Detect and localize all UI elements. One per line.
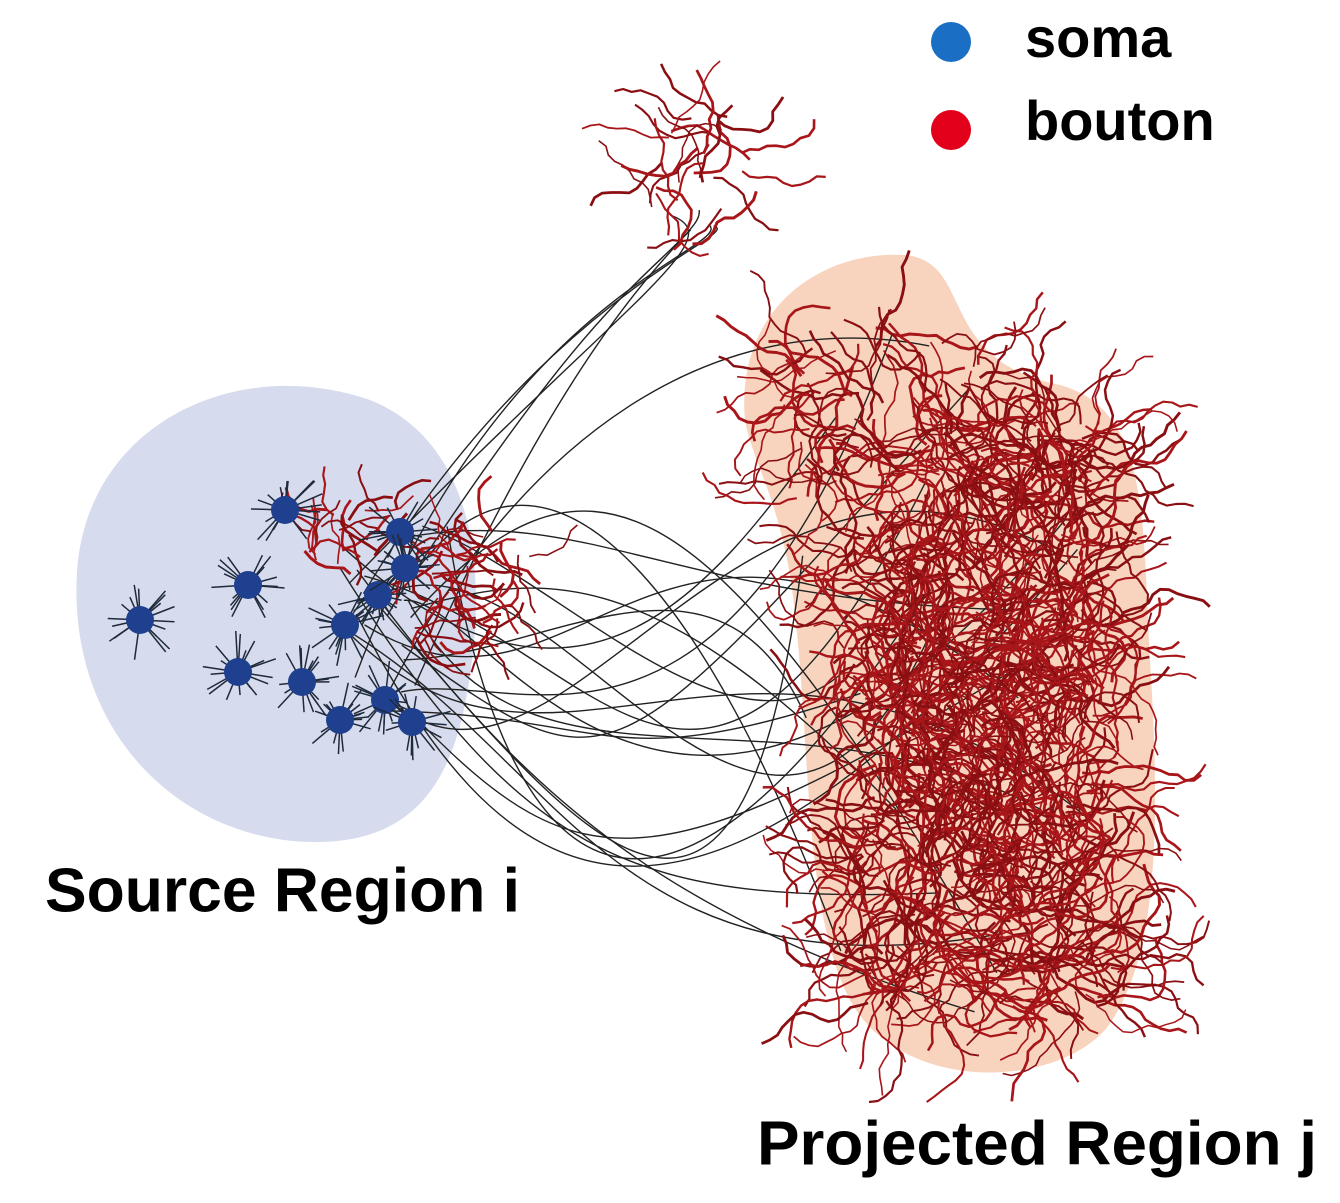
source-label: Source Region i [45, 856, 520, 925]
bouton-fiber [661, 64, 727, 117]
bouton-fiber [656, 193, 709, 256]
axon [422, 526, 839, 701]
soma [126, 606, 154, 634]
soma [371, 686, 399, 714]
soma [391, 554, 419, 582]
soma [234, 571, 262, 599]
bouton-fiber [713, 178, 778, 231]
soma [326, 706, 354, 734]
soma [271, 496, 299, 524]
bouton-fiber [742, 171, 826, 186]
legend-soma-label: soma [1025, 6, 1172, 69]
soma [288, 668, 316, 696]
bouton-fiber [762, 1003, 869, 1044]
legend-soma-dot [931, 22, 971, 62]
bouton-fiber [479, 476, 492, 531]
soma [224, 658, 252, 686]
legend-bouton-dot [931, 110, 971, 150]
soma [331, 611, 359, 639]
bouton-fiber [529, 525, 577, 557]
legend-bouton-label: bouton [1025, 89, 1215, 152]
bouton-fiber [672, 61, 721, 133]
bouton-fiber [697, 70, 714, 154]
bouton-fiber [718, 97, 784, 132]
soma [398, 708, 426, 736]
bouton-fiber [635, 105, 711, 139]
bouton-fiber [742, 119, 815, 153]
bouton-fiber [647, 209, 721, 248]
bouton-fiber [518, 555, 536, 613]
projected-label: Projected Region j [757, 1109, 1317, 1178]
bouton-fiber [693, 191, 757, 244]
